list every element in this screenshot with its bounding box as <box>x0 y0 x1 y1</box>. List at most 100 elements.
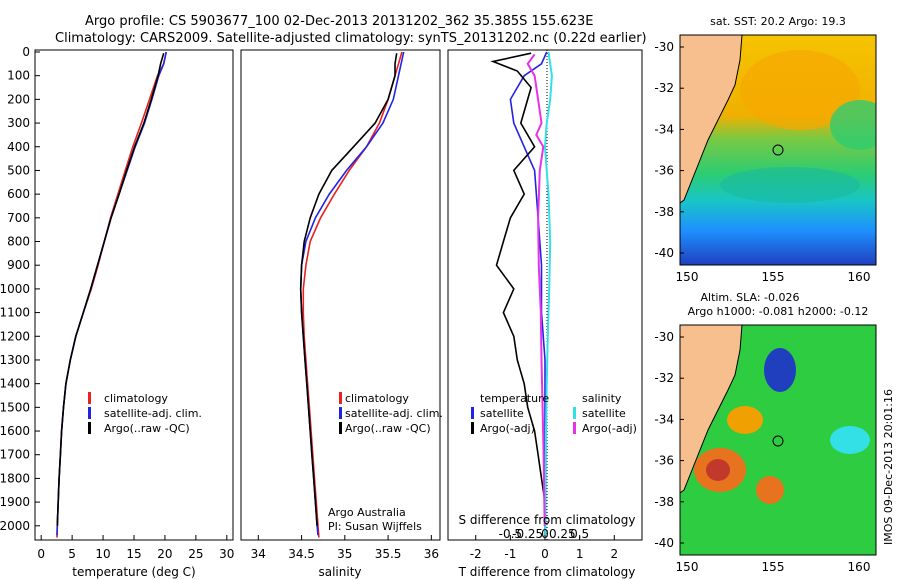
series-line-argo-raw-qc- <box>299 53 398 526</box>
x-tick-label: 35 <box>337 547 352 561</box>
imos-timestamp: IMOS 09-Dec-2013 20:01:16 <box>882 389 895 545</box>
legend-label-climatology: climatology <box>345 392 409 405</box>
legend-label-argo-temp: Argo(-adj) <box>480 422 535 435</box>
annotation-argo-australia: Argo Australia <box>328 506 406 519</box>
sst-map-panel: sat. SST: 20.2 Argo: 19.3 -30 -32 -34 -36 -3… <box>654 15 877 284</box>
map-x-tick-label: 160 <box>848 560 871 574</box>
difference-legend-left: temperature satellite Argo(-adj) <box>471 392 549 435</box>
y-tick-label: 100 <box>7 69 30 83</box>
series-line-argo-adj- <box>490 52 546 526</box>
temperature-legend: climatology satellite-adj. clim. Argo(..… <box>88 392 202 435</box>
map-y-tick-label: -32 <box>654 371 674 385</box>
legend-swatch-satellite-temp <box>471 407 474 419</box>
y-tick-label: 1000 <box>0 282 30 296</box>
map-y-tick-label: -34 <box>654 122 674 136</box>
annotation-pi: PI: Susan Wijffels <box>328 520 422 533</box>
map-x-tick-label: 155 <box>762 270 785 284</box>
salinity-legend: climatology satellite-adj. clim. Argo(..… <box>339 392 443 435</box>
legend-swatch-satellite <box>88 407 91 419</box>
y-tick-label: 1300 <box>0 353 30 367</box>
y-tick-label: 700 <box>7 211 30 225</box>
y-tick-label: 800 <box>7 235 30 249</box>
difference-xlabel-salinity: S difference from climatology <box>459 513 636 527</box>
map-y-tick-label: -30 <box>654 330 674 344</box>
series-line-satellite <box>543 51 553 536</box>
y-tick-label: 1400 <box>0 377 30 391</box>
legend-label-climatology: climatology <box>104 392 168 405</box>
y-tick-label: 1800 <box>0 471 30 485</box>
map-y-tick-label: -40 <box>654 536 674 550</box>
sla-high-core <box>706 459 730 481</box>
temperature-panel: 0100200300400500600700800900100011001200… <box>0 45 234 579</box>
map-y-tick-label: -38 <box>654 495 674 509</box>
land-mass-sla <box>680 325 743 494</box>
x-tick-label: 1 <box>576 547 584 561</box>
sst-cool-patch <box>830 100 876 150</box>
legend-swatch-climatology <box>339 392 342 404</box>
s-tick-label: 0.5 <box>570 527 589 541</box>
s-tick-label: -0.25 <box>512 527 543 541</box>
map-x-tick-label: 150 <box>676 270 699 284</box>
difference-legend-right: salinity satellite Argo(-adj) <box>573 392 637 435</box>
x-tick-label: 30 <box>219 547 234 561</box>
series-line-satellite-adj-clim- <box>56 51 167 536</box>
map-y-tick-label: -38 <box>654 205 674 219</box>
legend-label-satellite-temp: satellite <box>480 407 524 420</box>
legend-label-satellite: satellite-adj. clim. <box>104 407 202 420</box>
legend-swatch-climatology <box>88 392 91 404</box>
legend-swatch-argo-temp <box>471 422 474 434</box>
y-tick-label: 1100 <box>0 306 30 320</box>
y-tick-label: 200 <box>7 92 30 106</box>
sst-map-title: sat. SST: 20.2 Argo: 19.3 <box>710 15 846 28</box>
legend-swatch-argo <box>88 422 91 434</box>
x-tick-label: 0 <box>37 547 45 561</box>
salinity-panel: 34 34.5 35 35.5 36 salinity climatology sate… <box>240 49 443 579</box>
y-tick-label: 1900 <box>0 495 30 509</box>
s-tick-label: 0.25 <box>549 527 576 541</box>
map-x-tick-label: 155 <box>762 560 785 574</box>
header-line2: Climatology: CARS2009. Satellite-adjuste… <box>55 31 647 46</box>
legend-swatch-satellite <box>339 407 342 419</box>
sst-map-frame <box>679 34 877 266</box>
sst-front <box>720 167 860 203</box>
difference-panel: -2 -1 0 1 2 -0.5-0.250 0.250.5 T difference f… <box>447 49 643 579</box>
sst-warm-eddy <box>740 50 860 130</box>
legend-title-salinity: salinity <box>582 392 622 405</box>
y-tick-label: 300 <box>7 116 30 130</box>
x-tick-label: 20 <box>157 547 172 561</box>
series-line-argo-adj- <box>526 53 546 526</box>
x-tick-label: 0 <box>541 547 549 561</box>
y-tick-label: 1500 <box>0 400 30 414</box>
difference-xlabel: T difference from climatology <box>458 565 636 579</box>
x-tick-label: 35.5 <box>375 547 402 561</box>
y-tick-label: 2000 <box>0 519 30 533</box>
map-y-tick-label: -36 <box>654 454 674 468</box>
x-tick-label: 25 <box>188 547 203 561</box>
x-tick-label: 34 <box>251 547 266 561</box>
x-tick-label: 34.5 <box>288 547 315 561</box>
sla-map-frame <box>679 324 877 556</box>
y-tick-label: 400 <box>7 140 30 154</box>
map-x-tick-label: 160 <box>848 270 871 284</box>
legend-swatch-argo <box>339 422 342 434</box>
legend-label-satellite: satellite-adj. clim. <box>345 407 443 420</box>
series-line-climatology <box>302 51 403 538</box>
legend-title-temperature: temperature <box>480 392 549 405</box>
sla-map-title-line2: Argo h1000: -0.081 h2000: -0.12 <box>688 305 869 318</box>
salinity-xlabel: salinity <box>318 565 361 579</box>
header-line1: Argo profile: CS 5903677_100 02-Dec-2013… <box>85 14 593 29</box>
y-tick-label: 1200 <box>0 329 30 343</box>
y-tick-label: 500 <box>7 163 30 177</box>
legend-label-argo-sal: Argo(-adj) <box>582 422 637 435</box>
s-tick-label: -0.5 <box>499 527 522 541</box>
s-tick-label: 0 <box>541 527 549 541</box>
temperature-xlabel: temperature (deg C) <box>72 565 195 579</box>
sla-high-patch-2 <box>756 476 784 504</box>
temperature-axes-frame <box>34 49 234 541</box>
sla-map-panel: Altim. SLA: -0.026 Argo h1000: -0.081 h2… <box>654 291 877 574</box>
legend-label-argo: Argo(..raw -QC) <box>104 422 190 435</box>
y-tick-label: 1600 <box>0 424 30 438</box>
y-tick-label: 900 <box>7 258 30 272</box>
land-mass <box>680 35 743 204</box>
